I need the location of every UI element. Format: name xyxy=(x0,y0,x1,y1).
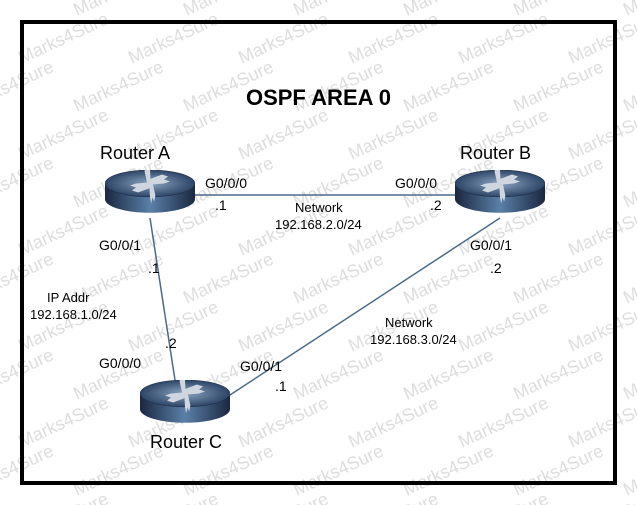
router-a xyxy=(105,170,195,218)
link-bc-host-b: .2 xyxy=(490,260,502,276)
link-ab-if-b: G0/0/0 xyxy=(395,175,437,191)
link-ac-host-c: .2 xyxy=(165,335,177,351)
link-ac-if-a: G0/0/1 xyxy=(99,237,141,253)
link-bc-host-c: .1 xyxy=(275,378,287,394)
links-svg xyxy=(0,0,637,505)
link-ac-net: 192.168.1.0/24 xyxy=(30,307,117,322)
link-a-c xyxy=(150,218,175,380)
link-ac-host-a: .1 xyxy=(148,260,160,276)
link-bc-net-label: Network xyxy=(385,315,433,330)
link-bc-net: 192.168.3.0/24 xyxy=(370,332,457,347)
diagram-title: OSPF AREA 0 xyxy=(0,85,637,111)
link-ab-net: 192.168.2.0/24 xyxy=(275,217,362,232)
router-b-label: Router B xyxy=(460,143,531,164)
link-ab-host-b: .2 xyxy=(430,197,442,213)
link-ab-host-a: .1 xyxy=(215,197,227,213)
link-bc-if-c: G0/0/1 xyxy=(240,358,282,374)
link-bc-if-b: G0/0/1 xyxy=(470,237,512,253)
link-ac-if-c: G0/0/0 xyxy=(99,355,141,371)
router-c-label: Router C xyxy=(150,432,222,453)
router-a-label: Router A xyxy=(100,143,170,164)
link-ab-net-label: Network xyxy=(295,200,343,215)
router-c xyxy=(140,380,230,428)
link-ab-if-a: G0/0/0 xyxy=(205,175,247,191)
link-ac-net-label: IP Addr xyxy=(47,290,89,305)
router-b xyxy=(455,170,545,218)
